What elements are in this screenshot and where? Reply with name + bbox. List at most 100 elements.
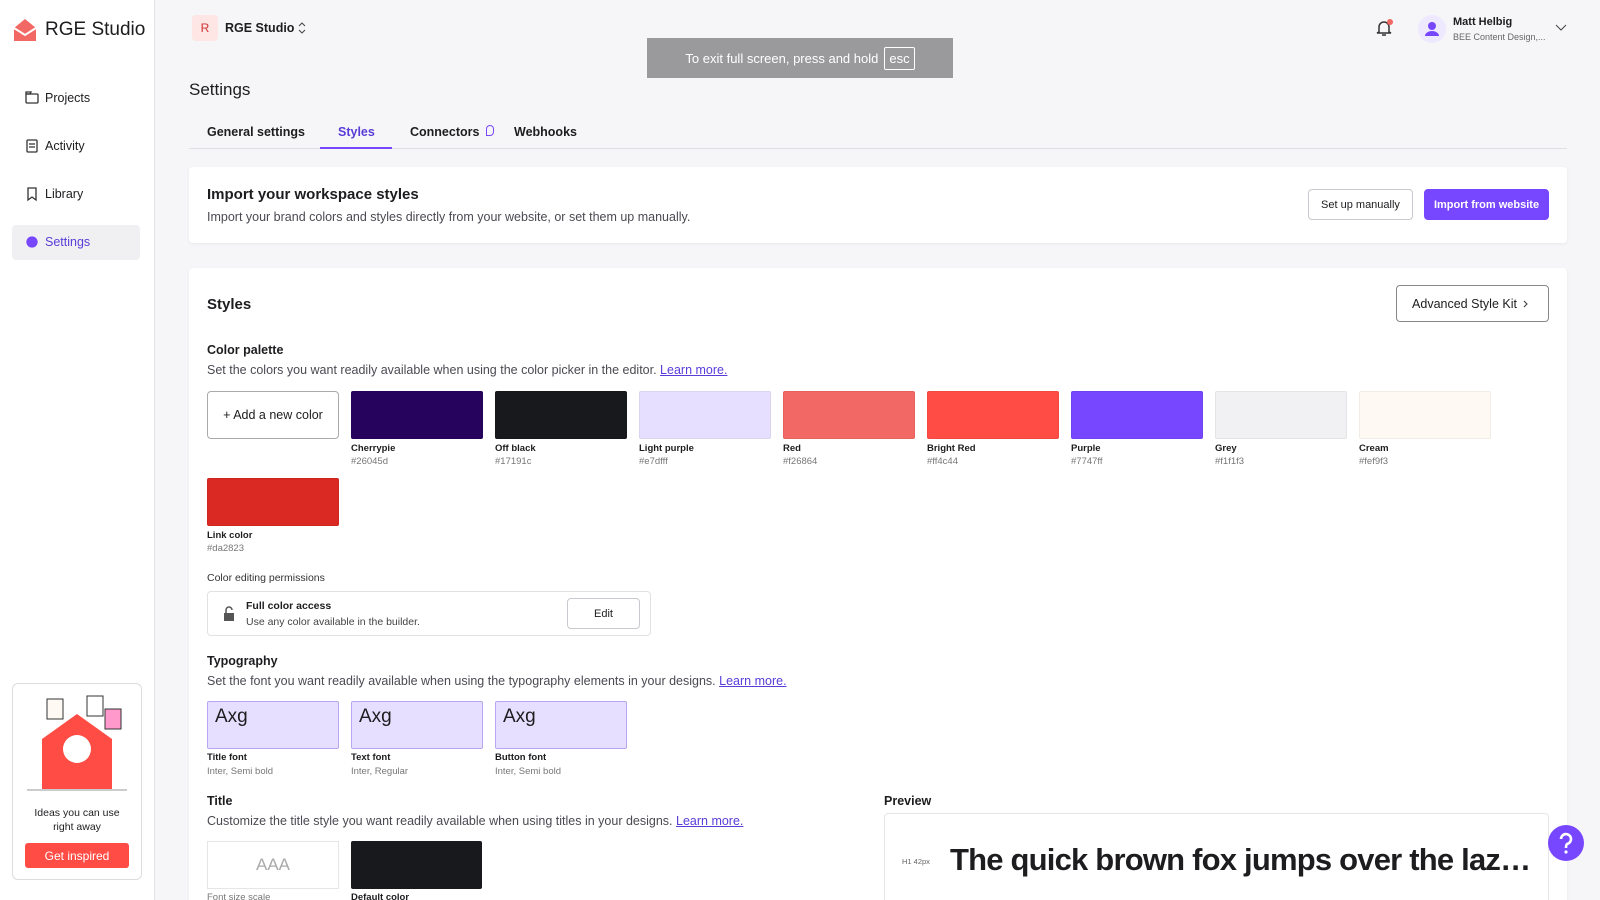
import-title: Import your workspace styles	[207, 186, 419, 203]
color-hex: #f26864	[783, 456, 818, 467]
color-name: Grey	[1215, 443, 1237, 454]
text: Set the colors you want readily availabl…	[207, 363, 657, 377]
get-inspired-button[interactable]: Get inspired	[25, 843, 129, 868]
permissions-box: Full color access Use any color availabl…	[207, 591, 651, 636]
connector-icon	[486, 125, 494, 136]
promo-card: Ideas you can use right away Get inspire…	[12, 683, 142, 880]
color-hex: #fef9f3	[1359, 456, 1389, 467]
title-section-title: Title	[207, 794, 233, 808]
import-from-website-button[interactable]: Import from website	[1424, 189, 1549, 220]
text: Set the font you want readily available …	[207, 674, 716, 688]
user-avatar[interactable]	[1418, 15, 1446, 43]
help-button[interactable]	[1548, 825, 1584, 861]
nav-icon	[27, 187, 37, 202]
tab[interactable]: Styles	[338, 125, 375, 139]
color-swatch[interactable]	[783, 391, 915, 439]
permission-title: Full color access	[246, 600, 332, 612]
color-swatch[interactable]	[639, 391, 771, 439]
nav-item[interactable]: Library	[45, 187, 84, 201]
tabs-border	[189, 148, 1567, 149]
import-card: Import your workspace styles Import your…	[189, 167, 1567, 243]
font-card[interactable]: Axg	[351, 701, 483, 749]
nav-item[interactable]: Projects	[45, 91, 91, 105]
color-name: Light purple	[639, 443, 694, 454]
text: Customize the title style you want readi…	[207, 814, 673, 828]
font-scale-card[interactable]: AAA	[207, 841, 339, 889]
brand: RGE Studio	[45, 19, 146, 40]
preview-text: The quick brown fox jumps over the laz…	[950, 842, 1531, 877]
color-hex: #26045d	[351, 456, 388, 467]
preview-tag: H1 42px	[902, 857, 930, 866]
font-name: Text font	[351, 752, 391, 763]
learn-more-link[interactable]: Learn more.	[676, 814, 744, 828]
color-swatch[interactable]	[1215, 391, 1347, 439]
learn-more-link[interactable]: Learn more.	[719, 674, 787, 688]
import-description: Import your brand colors and styles dire…	[207, 210, 691, 224]
nav-item[interactable]: Settings	[45, 235, 91, 249]
set-up-manually-button[interactable]: Set up manually	[1308, 189, 1413, 220]
color-swatch[interactable]	[927, 391, 1059, 439]
fullscreen-toast: To exit full screen, press and hold esc	[647, 38, 953, 78]
tab[interactable]: Connectors	[410, 125, 480, 139]
advanced-style-kit-button[interactable]: Advanced Style Kit	[1396, 285, 1549, 322]
workspace-name[interactable]: RGE Studio	[225, 21, 295, 35]
color-name: Purple	[1071, 443, 1101, 454]
default-color-card[interactable]	[351, 841, 482, 889]
font-family: Inter, Regular	[351, 766, 409, 777]
color-hex: #da2823	[207, 543, 244, 554]
color-name: Red	[783, 443, 801, 454]
permission-description: Use any color available in the builder.	[246, 616, 420, 628]
nav-icon	[25, 91, 39, 104]
nav-icon	[26, 236, 38, 248]
typography-title: Typography	[207, 654, 278, 668]
toast-key: esc	[884, 46, 915, 70]
user-name: Matt Helbig	[1453, 16, 1513, 28]
color-name: Link color	[207, 530, 253, 541]
font-card[interactable]: Axg	[207, 701, 339, 749]
user-menu-chevron[interactable]	[1555, 24, 1567, 32]
title-section-description: Customize the title style you want readi…	[207, 814, 743, 828]
color-name: Cream	[1359, 443, 1389, 454]
color-hex: #e7dfff	[639, 456, 668, 467]
learn-more-link[interactable]: Learn more.	[660, 363, 728, 377]
color-swatch[interactable]	[207, 478, 339, 526]
font-name: Title font	[207, 752, 247, 763]
logo	[13, 19, 37, 41]
color-swatch[interactable]	[495, 391, 627, 439]
nav-icon	[26, 139, 38, 153]
workspace-switch-icon[interactable]	[297, 21, 307, 35]
notifications-icon[interactable]	[1374, 18, 1394, 38]
card-label: Default color	[351, 892, 410, 900]
color-hex: #17191c	[495, 456, 532, 467]
tab[interactable]: Webhooks	[514, 125, 577, 139]
workspace-avatar: R	[192, 15, 218, 41]
permissions-label: Color editing permissions	[207, 572, 325, 584]
color-swatch[interactable]	[351, 391, 483, 439]
promo-illustration	[27, 695, 127, 791]
color-swatch[interactable]	[1359, 391, 1491, 439]
font-family: Inter, Semi bold	[207, 766, 274, 777]
styles-title: Styles	[207, 296, 252, 313]
palette-description: Set the colors you want readily availabl…	[207, 363, 727, 377]
font-card[interactable]: Axg	[495, 701, 627, 749]
lock-icon	[224, 606, 234, 621]
palette-title: Color palette	[207, 343, 284, 357]
promo-text: Ideas you can use right away	[34, 807, 120, 833]
tab[interactable]: General settings	[207, 125, 305, 139]
font-family: Inter, Semi bold	[495, 766, 562, 777]
color-hex: #ff4c44	[927, 456, 958, 467]
typography-description: Set the font you want readily available …	[207, 674, 787, 688]
edit-button[interactable]: Edit	[567, 598, 640, 629]
color-swatch[interactable]	[1071, 391, 1203, 439]
page-title: Settings	[189, 80, 251, 99]
preview-label: Preview	[884, 794, 932, 808]
styles-card: Styles Advanced Style Kit Color palette …	[189, 268, 1567, 900]
toast-text: To exit full screen, press and hold	[685, 50, 879, 66]
color-hex: #f1f1f3	[1215, 456, 1245, 467]
kit-label: Advanced Style Kit	[1412, 296, 1517, 311]
add-color-button[interactable]: + Add a new color	[207, 391, 339, 439]
font-name: Button font	[495, 752, 547, 763]
nav-item[interactable]: Activity	[45, 139, 85, 153]
preview-box: H1 42px The quick brown fox jumps over t…	[884, 813, 1549, 900]
